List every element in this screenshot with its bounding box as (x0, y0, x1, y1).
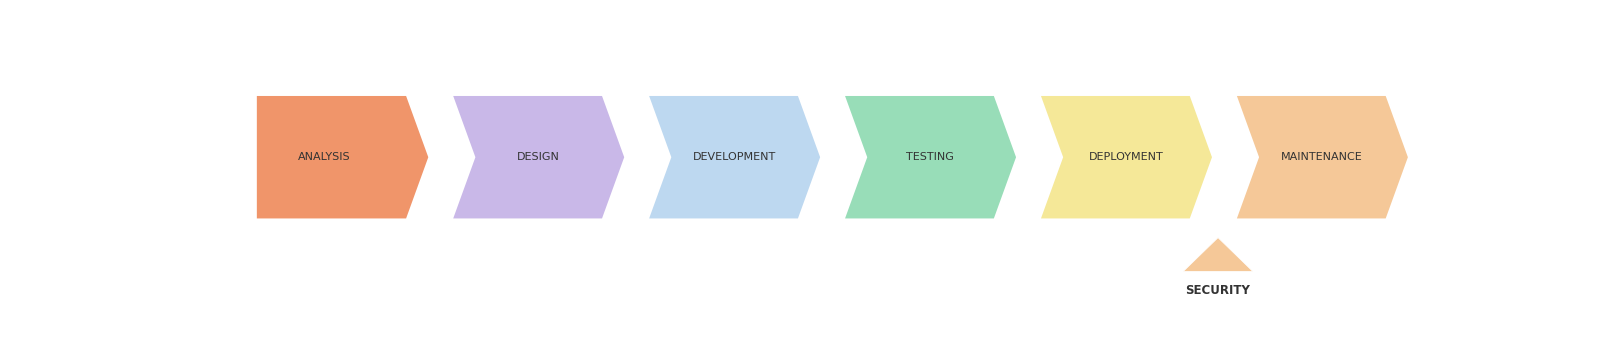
Polygon shape (1235, 95, 1410, 219)
Text: MAINTENANCE: MAINTENANCE (1282, 152, 1363, 162)
Polygon shape (1184, 238, 1253, 271)
Polygon shape (451, 95, 626, 219)
Text: TESTING: TESTING (907, 152, 954, 162)
Text: DESIGN: DESIGN (517, 152, 560, 162)
Polygon shape (1040, 95, 1213, 219)
Polygon shape (256, 95, 429, 219)
Polygon shape (648, 95, 821, 219)
Polygon shape (843, 95, 1018, 219)
Text: SECURITY: SECURITY (1186, 284, 1251, 297)
Text: DEPLOYMENT: DEPLOYMENT (1090, 152, 1163, 162)
Text: ANALYSIS: ANALYSIS (298, 152, 350, 162)
Text: DEVELOPMENT: DEVELOPMENT (693, 152, 776, 162)
